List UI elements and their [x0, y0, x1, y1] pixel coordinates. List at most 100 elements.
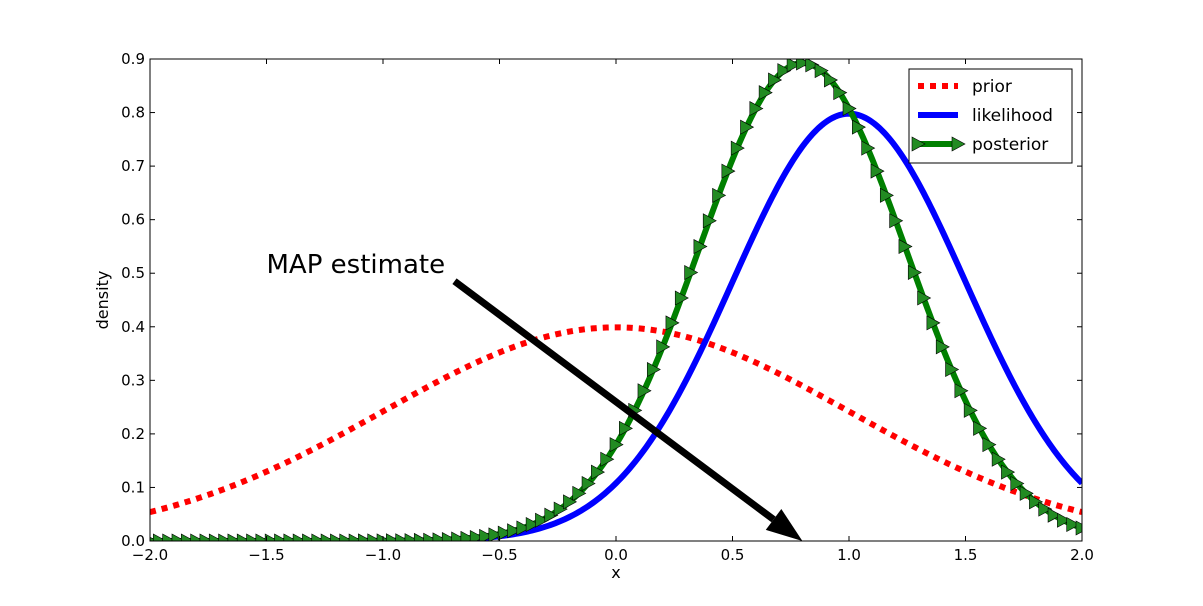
y-tick-label: 0.5 — [121, 264, 145, 282]
data-point-posterior — [544, 507, 559, 523]
data-point-posterior — [879, 187, 894, 203]
y-tick-label: 0.9 — [121, 50, 145, 68]
data-point-posterior — [1019, 485, 1034, 501]
data-point-posterior — [954, 383, 969, 399]
legend-label-prior: prior — [972, 77, 1012, 97]
data-point-posterior — [917, 290, 932, 306]
data-point-posterior — [702, 213, 717, 229]
data-point-posterior — [991, 451, 1006, 467]
data-point-posterior — [497, 525, 512, 541]
y-tick-label: 0.0 — [121, 532, 145, 550]
data-point-posterior — [749, 101, 764, 117]
data-point-posterior — [665, 315, 680, 331]
data-point-posterior — [768, 72, 783, 88]
data-point-posterior — [1057, 512, 1071, 528]
x-tick-label: 0.5 — [721, 546, 745, 564]
data-point-posterior — [907, 264, 922, 280]
data-point-posterior — [889, 213, 904, 229]
data-point-posterior — [982, 437, 997, 453]
data-point-posterior — [814, 63, 829, 79]
data-point-posterior — [656, 339, 671, 355]
x-tick-label: −1.0 — [365, 546, 401, 564]
data-point-posterior — [600, 451, 615, 467]
data-point-posterior — [507, 523, 522, 539]
y-tick-label: 0.6 — [121, 211, 145, 229]
data-point-posterior — [525, 517, 540, 533]
x-tick-label: 2.0 — [1070, 546, 1094, 564]
y-tick-label: 0.7 — [121, 157, 145, 175]
data-point-posterior — [740, 119, 755, 135]
legend-marker-posterior — [911, 136, 926, 152]
data-point-posterior — [516, 520, 531, 536]
data-point-posterior — [926, 315, 941, 331]
x-tick-label: −2.0 — [132, 546, 168, 564]
x-tick-label: 1.5 — [954, 546, 978, 564]
y-axis-label: density — [93, 271, 112, 330]
data-point-posterior — [833, 85, 848, 101]
data-point-posterior — [646, 361, 661, 378]
legend-label-likelihood: likelihood — [972, 106, 1053, 126]
data-point-posterior — [609, 437, 624, 453]
data-point-posterior — [1075, 520, 1082, 536]
data-point-posterior — [852, 119, 866, 135]
data-point-posterior — [786, 59, 801, 73]
plot-area — [150, 59, 1082, 541]
data-point-posterior — [1010, 476, 1025, 492]
y-tick-label: 0.2 — [121, 425, 145, 443]
data-point-posterior — [758, 85, 773, 101]
y-tick-label: 0.8 — [121, 104, 145, 122]
legend-marker-posterior — [951, 136, 966, 152]
annotation-label: MAP estimate — [267, 250, 446, 280]
data-point-posterior — [842, 101, 857, 117]
data-point-posterior — [963, 402, 978, 418]
y-tick-label: 0.1 — [121, 478, 145, 496]
data-point-posterior — [861, 140, 876, 156]
legend: prior likelihood posterior — [908, 68, 1073, 164]
ticks-layer: −2.0 −1.5 −1.0 −0.5 0.0 0.5 1.0 1.5 2.0 0.0 0.1 0.2… — [121, 50, 1094, 564]
y-tick-label: 0.4 — [121, 318, 145, 336]
data-point-posterior — [973, 420, 988, 436]
data-point-posterior — [684, 264, 699, 280]
annotation-layer: MAP estimate — [267, 250, 803, 541]
data-point-posterior — [479, 528, 494, 541]
data-point-posterior — [870, 163, 885, 179]
data-point-posterior — [553, 501, 568, 517]
data-point-posterior — [935, 339, 950, 355]
data-point-posterior — [693, 239, 708, 255]
data-point-posterior — [535, 512, 550, 528]
data-point-posterior — [1066, 517, 1081, 533]
x-axis-label: x — [611, 563, 620, 582]
data-point-posterior — [637, 383, 652, 399]
data-point-posterior — [619, 420, 633, 436]
y-tick-label: 0.3 — [121, 371, 145, 389]
data-point-posterior — [591, 464, 605, 480]
data-point-posterior — [563, 494, 578, 510]
x-tick-label: 1.0 — [837, 546, 861, 564]
series-line-prior — [150, 324, 1082, 515]
data-point-posterior — [721, 163, 736, 179]
data-point-posterior — [1038, 501, 1053, 517]
curves-layer — [150, 59, 1082, 541]
data-point-posterior — [824, 72, 838, 88]
x-tick-label: −0.5 — [481, 546, 517, 564]
data-point-posterior — [712, 187, 727, 203]
data-point-posterior — [805, 59, 820, 73]
data-point-posterior — [777, 63, 792, 79]
annotation-arrow-head — [765, 509, 803, 541]
data-point-posterior — [581, 476, 596, 492]
data-point-posterior — [1047, 507, 1062, 523]
annotation-arrow-shaft — [452, 278, 776, 523]
data-point-posterior — [674, 290, 689, 306]
x-tick-label: 0.0 — [604, 546, 628, 564]
data-point-posterior — [898, 239, 913, 255]
data-point-posterior — [730, 140, 745, 156]
data-point-posterior — [1029, 494, 1044, 510]
data-point-posterior — [1001, 464, 1016, 480]
data-point-posterior — [572, 485, 587, 501]
data-point-posterior — [945, 361, 960, 378]
legend-label-posterior: posterior — [972, 135, 1048, 155]
x-tick-label: −1.5 — [248, 546, 284, 564]
data-point-posterior — [488, 527, 503, 541]
